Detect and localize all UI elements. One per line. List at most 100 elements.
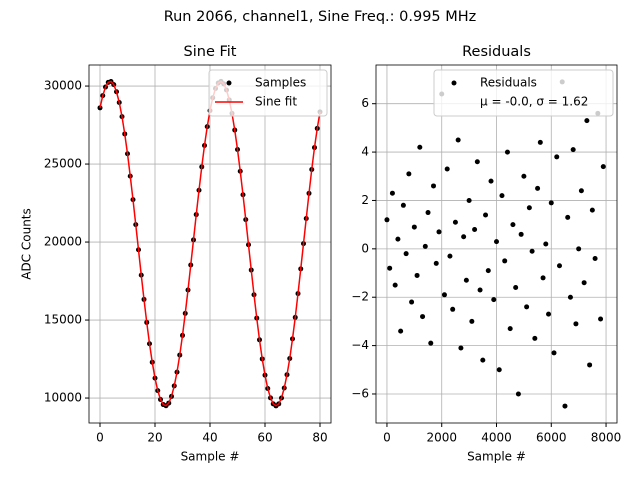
data-point [392, 282, 398, 288]
data-point [403, 251, 409, 257]
y-tick-label: 10000 [44, 391, 82, 405]
x-axis-label: Sample # [181, 450, 240, 464]
data-point [425, 210, 431, 216]
data-point [562, 403, 568, 409]
x-tick-label: 80 [312, 431, 327, 445]
axes-title: Residuals [462, 44, 531, 60]
y-tick-label: −2 [351, 290, 369, 304]
y-tick-label: 25000 [44, 157, 82, 171]
data-point [600, 164, 606, 170]
data-point [556, 263, 562, 269]
y-tick-label: 2 [361, 193, 369, 207]
y-tick-label: 20000 [44, 235, 82, 249]
data-point [598, 316, 604, 322]
data-point [395, 236, 401, 242]
data-point [406, 171, 412, 177]
data-point [441, 292, 447, 298]
x-tick-label: 40 [202, 431, 217, 445]
data-point [483, 212, 489, 218]
data-point [567, 294, 573, 300]
data-point [400, 202, 406, 208]
data-point [499, 193, 505, 199]
data-point [477, 287, 483, 293]
data-point [548, 200, 554, 206]
y-tick-label: 6 [361, 96, 369, 110]
data-point [565, 214, 571, 220]
x-tick-label: 4000 [481, 431, 512, 445]
legend-box [433, 69, 614, 117]
data-point [431, 183, 437, 189]
figure-title: Run 2066, channel1, Sine Freq.: 0.995 MH… [164, 9, 477, 25]
data-point [455, 137, 461, 143]
data-point [513, 285, 519, 291]
data-point [507, 326, 513, 332]
data-point [452, 219, 458, 225]
legend-label: Samples [255, 76, 306, 90]
data-point [409, 299, 415, 305]
y-tick-label: 4 [361, 145, 369, 159]
data-point [422, 243, 428, 249]
x-tick-label: 8000 [591, 431, 622, 445]
data-point [532, 335, 538, 341]
data-point [389, 190, 395, 196]
data-point [537, 139, 543, 145]
data-point [592, 256, 598, 262]
data-point [504, 149, 510, 155]
data-point [472, 226, 478, 232]
x-axis-label: Sample # [467, 450, 526, 464]
axes: 0 2000 4000 6000 8000 −6 −4 −2 0 2 4 6 Residuals Samp… [351, 44, 621, 464]
data-point [546, 311, 552, 317]
legend-box [208, 69, 328, 117]
data-point [428, 340, 434, 346]
data-point [543, 241, 549, 247]
x-tick-label: 6000 [536, 431, 567, 445]
data-point [414, 272, 420, 278]
axes-frame [375, 64, 618, 424]
data-point [420, 314, 426, 320]
data-point [494, 239, 499, 245]
y-tick-label: 15000 [44, 313, 82, 327]
data-point [529, 248, 535, 254]
data-point [387, 265, 393, 271]
data-point [474, 159, 480, 165]
data-point [450, 306, 456, 312]
axes-title: Sine Fit [184, 44, 237, 60]
data-point [496, 367, 502, 373]
data-point [521, 173, 527, 179]
y-tick-label: 0 [361, 241, 369, 255]
legend-label: Sine fit [255, 95, 297, 109]
legend-label: Residuals [480, 76, 537, 90]
legend-note: μ = -0.0, σ = 1.62 [480, 95, 588, 109]
data-point [551, 350, 557, 356]
data-point [570, 147, 576, 153]
data-point [491, 297, 497, 303]
data-point [540, 275, 546, 281]
data-point [417, 144, 423, 150]
data-point [584, 118, 590, 124]
x-tick-label: 2000 [426, 431, 457, 445]
x-tick-label: 60 [257, 431, 272, 445]
y-tick-label: −6 [351, 386, 369, 400]
data-point [510, 222, 516, 228]
data-point [469, 318, 475, 324]
axes-frame [88, 64, 332, 424]
data-point [463, 277, 469, 283]
data-point [524, 304, 530, 310]
x-tick-label: 0 [383, 431, 391, 445]
data-point [433, 260, 439, 266]
data-point [447, 253, 453, 259]
data-point [515, 391, 521, 397]
data-point [502, 258, 508, 264]
data-point [518, 231, 524, 237]
data-point [488, 178, 494, 184]
data-point [384, 217, 390, 223]
data-point [480, 357, 486, 363]
data-point [535, 185, 541, 191]
data-point [554, 154, 560, 160]
data-point [578, 188, 584, 194]
y-tick-label: 30000 [44, 79, 82, 93]
data-point [398, 328, 404, 334]
legend-swatch [451, 80, 457, 86]
axes: 0 20 40 60 80 10000 15000 20000 25000 30000 Sine F… [20, 44, 332, 464]
